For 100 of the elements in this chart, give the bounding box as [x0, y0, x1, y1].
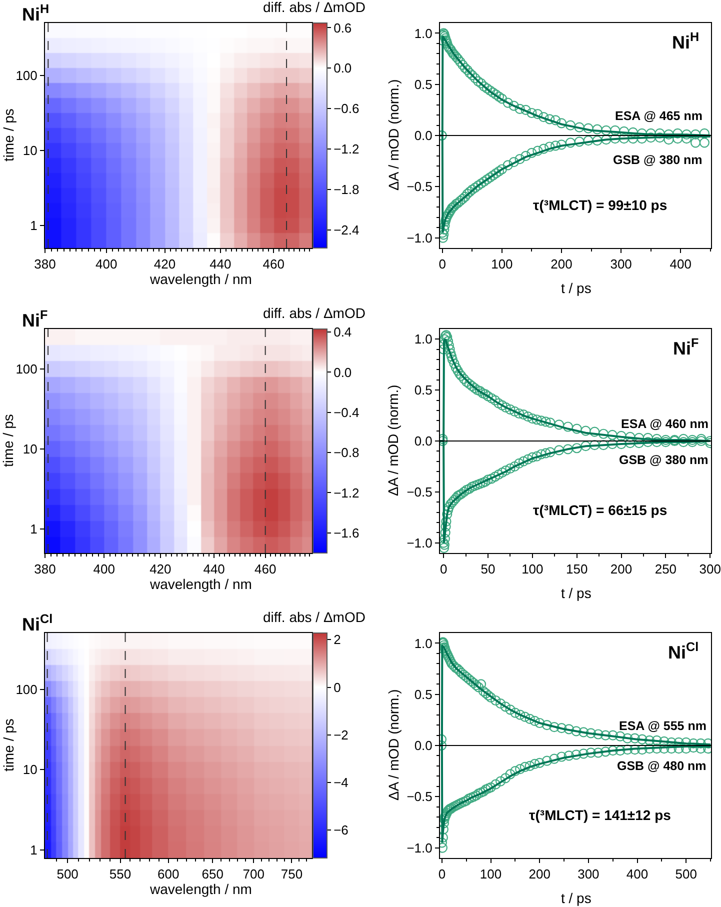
color-bar-label: 0 [334, 680, 341, 695]
y-axis-title: time / ps [0, 718, 16, 772]
x-tick-label: 0 [438, 256, 446, 272]
y-tick-label: 1.0 [414, 636, 432, 651]
color-bar-label: −1.2 [334, 485, 360, 500]
x-tick-label: 100 [491, 256, 513, 272]
y-tick-label: 100 [16, 362, 38, 377]
color-bar-title: diff. abs / ΔmOD [263, 609, 366, 625]
x-tick-label: 650 [202, 866, 224, 882]
chart-title: Ni$^{F}$ [22, 308, 48, 331]
color-bar-label: −2.4 [334, 222, 360, 238]
color-bar-label: −1.2 [334, 142, 360, 157]
x-tick-label: 400 [626, 866, 648, 882]
x-tick-label: 0 [440, 562, 448, 577]
x-tick-label: 380 [34, 562, 56, 577]
color-bar-label: 0.0 [334, 60, 352, 76]
y-tick-label: −0.5 [406, 789, 432, 804]
color-bar-label: −6 [334, 822, 348, 838]
x-axis-title: wavelength / nm [149, 271, 252, 287]
color-bar-label: 0.4 [334, 324, 352, 340]
y-axis-title: ΔA / mOD (norm.) [386, 79, 402, 190]
y-tick-label: −1.0 [406, 840, 432, 856]
text: Ni$^{H}$ [672, 30, 700, 53]
x-tick-label: 460 [262, 256, 284, 272]
series-label: GSB @ 480 nm [617, 759, 706, 773]
x-tick-label: 460 [254, 562, 276, 577]
annotation: τ(³MLCT) = 66±15 ps [533, 502, 668, 518]
color-bar-label: 0.6 [334, 20, 352, 36]
x-tick-label: 550 [109, 866, 132, 882]
y-axis-title: time / ps [0, 108, 16, 162]
x-tick-label: 150 [566, 562, 588, 577]
color-bar-label: −4 [334, 775, 348, 790]
text: Ni$^{F}$ [673, 336, 699, 359]
annotation: τ(³MLCT) = 99±10 ps [533, 197, 668, 213]
color-bar-label: −0.6 [334, 101, 360, 116]
y-tick-label: 0.5 [414, 382, 432, 398]
color-bar-label: −0.8 [334, 445, 360, 460]
y-tick-label: 1 [30, 842, 38, 858]
y-tick-label: 0.0 [414, 738, 432, 754]
x-tick-label: 500 [675, 866, 697, 882]
x-tick-label: 100 [480, 866, 502, 882]
y-tick-label: 10 [22, 143, 38, 158]
x-tick-label: 0 [438, 866, 446, 882]
x-tick-label: 600 [158, 866, 180, 882]
y-tick-label: −1.0 [406, 535, 432, 550]
chart-title: Ni$^{H}$ [22, 2, 50, 25]
y-tick-label: 0.0 [414, 434, 432, 449]
y-axis-title: time / ps [0, 414, 16, 467]
y-tick-label: 100 [16, 68, 38, 84]
x-tick-label: 400 [93, 562, 115, 577]
y-axis-title: ΔA / mOD (norm.) [385, 384, 401, 496]
y-tick-label: −0.5 [406, 179, 432, 194]
y-tick-label: 0.0 [414, 128, 432, 144]
x-axis-title: wavelength / nm [149, 576, 252, 592]
color-bar-label: 0.0 [334, 364, 352, 380]
series-label: ESA @ 465 nm [615, 109, 702, 123]
y-tick-label: 0.5 [414, 686, 432, 702]
color-bar-label: −1.8 [334, 182, 360, 197]
x-tick-label: 300 [578, 866, 600, 882]
y-tick-label: 1.0 [414, 332, 432, 347]
x-tick-label: 440 [210, 256, 232, 272]
x-tick-label: 200 [610, 562, 632, 577]
x-tick-label: 750 [280, 866, 303, 882]
annotation: τ(³MLCT) = 141±12 ps [529, 807, 672, 823]
x-tick-label: 100 [522, 562, 544, 577]
text: Ni$^{Cl}$ [668, 640, 699, 663]
series-label: GSB @ 380 nm [613, 153, 702, 167]
x-tick-label: 700 [242, 866, 264, 882]
color-bar-label: −1.6 [334, 525, 360, 540]
x-tick-label: 420 [150, 562, 172, 577]
x-tick-label: 440 [203, 562, 225, 577]
x-tick-label: 400 [670, 256, 692, 272]
chart-title: Ni$^{Cl}$ [22, 612, 53, 635]
y-tick-label: 1 [30, 522, 38, 537]
x-tick-label: 400 [96, 256, 118, 272]
series-label: ESA @ 460 nm [621, 417, 708, 431]
series-label: ESA @ 555 nm [619, 719, 706, 733]
color-bar-label: 2 [334, 632, 341, 648]
y-tick-label: −1.0 [406, 230, 432, 246]
x-tick-label: 50 [480, 562, 496, 577]
x-axis-title: t / ps [561, 280, 592, 296]
y-tick-label: 100 [16, 682, 38, 697]
y-tick-label: 1 [30, 218, 38, 234]
x-tick-label: 420 [154, 256, 176, 272]
x-tick-label: 500 [56, 866, 78, 882]
series-label: GSB @ 380 nm [619, 453, 708, 467]
x-tick-label: 200 [528, 866, 550, 882]
x-axis-title: t / ps [561, 890, 592, 906]
x-axis-title: wavelength / nm [149, 881, 252, 897]
x-tick-label: 300 [699, 562, 721, 577]
x-tick-label: 380 [34, 256, 56, 272]
y-tick-label: 10 [22, 442, 38, 457]
x-tick-label: 250 [654, 562, 677, 577]
x-tick-label: 200 [550, 256, 572, 272]
color-bar-label: −0.4 [334, 404, 360, 420]
y-tick-label: 10 [22, 762, 38, 778]
x-axis-title: t / ps [561, 585, 592, 601]
color-bar-label: −2 [334, 727, 348, 742]
color-bar-title: diff. abs / ΔmOD [263, 305, 366, 321]
x-tick-label: 300 [610, 256, 632, 272]
